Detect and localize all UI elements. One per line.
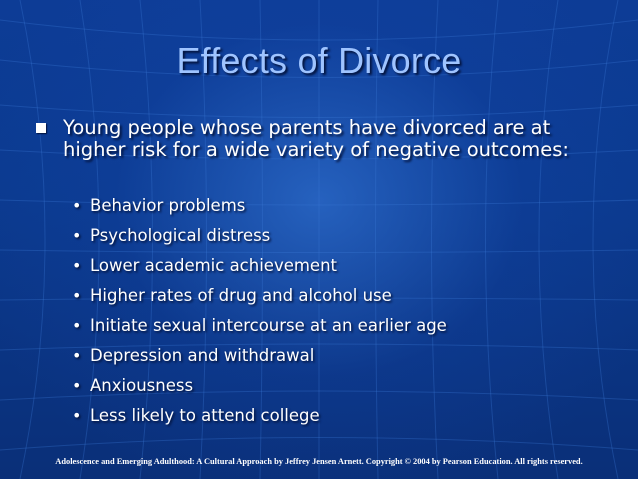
intro-paragraph: Young people whose parents have divorced… bbox=[36, 117, 616, 161]
list-item: • Lower academic achievement bbox=[72, 255, 447, 285]
list-item: • Depression and withdrawal bbox=[72, 345, 447, 375]
list-item: • Psychological distress bbox=[72, 225, 447, 255]
list-item-label: Anxiousness bbox=[90, 376, 194, 395]
bullet-icon: • bbox=[72, 256, 82, 275]
list-item: • Higher rates of drug and alcohol use bbox=[72, 285, 447, 315]
intro-text: Young people whose parents have divorced… bbox=[63, 116, 570, 161]
copyright-footer: Adolescence and Emerging Adulthood: A Cu… bbox=[55, 457, 583, 466]
list-item-label: Initiate sexual intercourse at an earlie… bbox=[90, 316, 447, 335]
bullet-icon: • bbox=[72, 376, 82, 395]
bullet-icon: • bbox=[72, 406, 82, 425]
list-item: • Anxiousness bbox=[72, 375, 447, 405]
list-item-label: Higher rates of drug and alcohol use bbox=[90, 286, 392, 305]
bullet-icon: • bbox=[72, 316, 82, 335]
square-bullet-icon bbox=[36, 123, 46, 133]
list-item-label: Lower academic achievement bbox=[90, 256, 338, 275]
list-item: • Behavior problems bbox=[72, 195, 447, 225]
list-item: • Initiate sexual intercourse at an earli… bbox=[72, 315, 447, 345]
bullet-icon: • bbox=[72, 196, 82, 215]
list-item-label: Less likely to attend college bbox=[90, 406, 320, 425]
bullet-icon: • bbox=[72, 226, 82, 245]
outcome-list: • Behavior problems • Psychological distre… bbox=[72, 195, 447, 435]
list-item: • Less likely to attend college bbox=[72, 405, 447, 435]
list-item-label: Psychological distress bbox=[90, 226, 271, 245]
bullet-icon: • bbox=[72, 346, 82, 365]
list-item-label: Behavior problems bbox=[90, 196, 246, 215]
slide-title: Effects of Divorce bbox=[176, 40, 462, 81]
bullet-icon: • bbox=[72, 286, 82, 305]
list-item-label: Depression and withdrawal bbox=[90, 346, 315, 365]
